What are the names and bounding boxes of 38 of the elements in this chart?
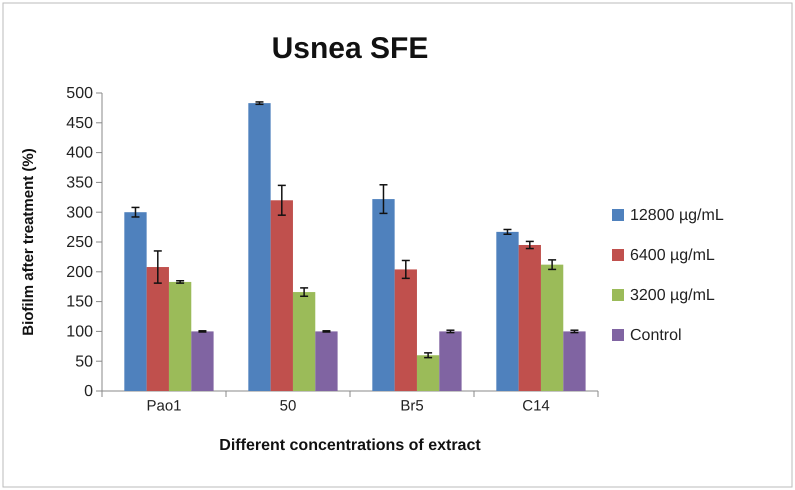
x-tick-label: Br5 <box>400 398 424 414</box>
legend-label: 12800 µg/mL <box>630 207 724 224</box>
bar <box>315 331 338 391</box>
legend-label: 3200 µg/mL <box>630 287 715 304</box>
y-tick-label: 150 <box>66 294 94 311</box>
bar <box>496 232 519 391</box>
bar <box>124 212 147 391</box>
bar <box>146 267 169 391</box>
legend-label: Control <box>630 327 682 344</box>
x-axis-title: Different concentrations of extract <box>219 437 482 454</box>
y-tick-label: 500 <box>66 85 94 102</box>
y-tick-label: 450 <box>66 114 94 132</box>
bar <box>191 331 214 391</box>
y-tick-label: 250 <box>66 234 94 252</box>
bar <box>439 331 462 391</box>
legend-label: 6400 µg/mL <box>630 247 715 264</box>
y-tick-label: 200 <box>66 264 94 281</box>
bar <box>518 244 541 391</box>
chart-title: Usnea SFE <box>272 32 428 65</box>
bar <box>248 103 271 391</box>
bar <box>416 355 440 391</box>
y-tick-label: 300 <box>66 204 94 222</box>
y-axis-title: Biofilm after treatment (%) <box>20 148 37 336</box>
bar <box>563 331 586 391</box>
bar <box>168 282 192 391</box>
bar <box>394 269 417 391</box>
y-tick-label: 0 <box>84 383 94 400</box>
y-tick-label: 50 <box>75 353 94 370</box>
x-tick-label: 50 <box>280 398 296 414</box>
x-tick-label: Pao1 <box>146 398 182 414</box>
x-tick-label: C14 <box>522 398 550 414</box>
bar <box>270 200 293 391</box>
y-tick-label: 400 <box>66 144 94 162</box>
y-tick-label: 100 <box>66 324 94 341</box>
bar <box>372 199 395 391</box>
bar <box>540 264 564 391</box>
y-tick-label: 350 <box>66 174 94 192</box>
bar <box>292 292 316 391</box>
